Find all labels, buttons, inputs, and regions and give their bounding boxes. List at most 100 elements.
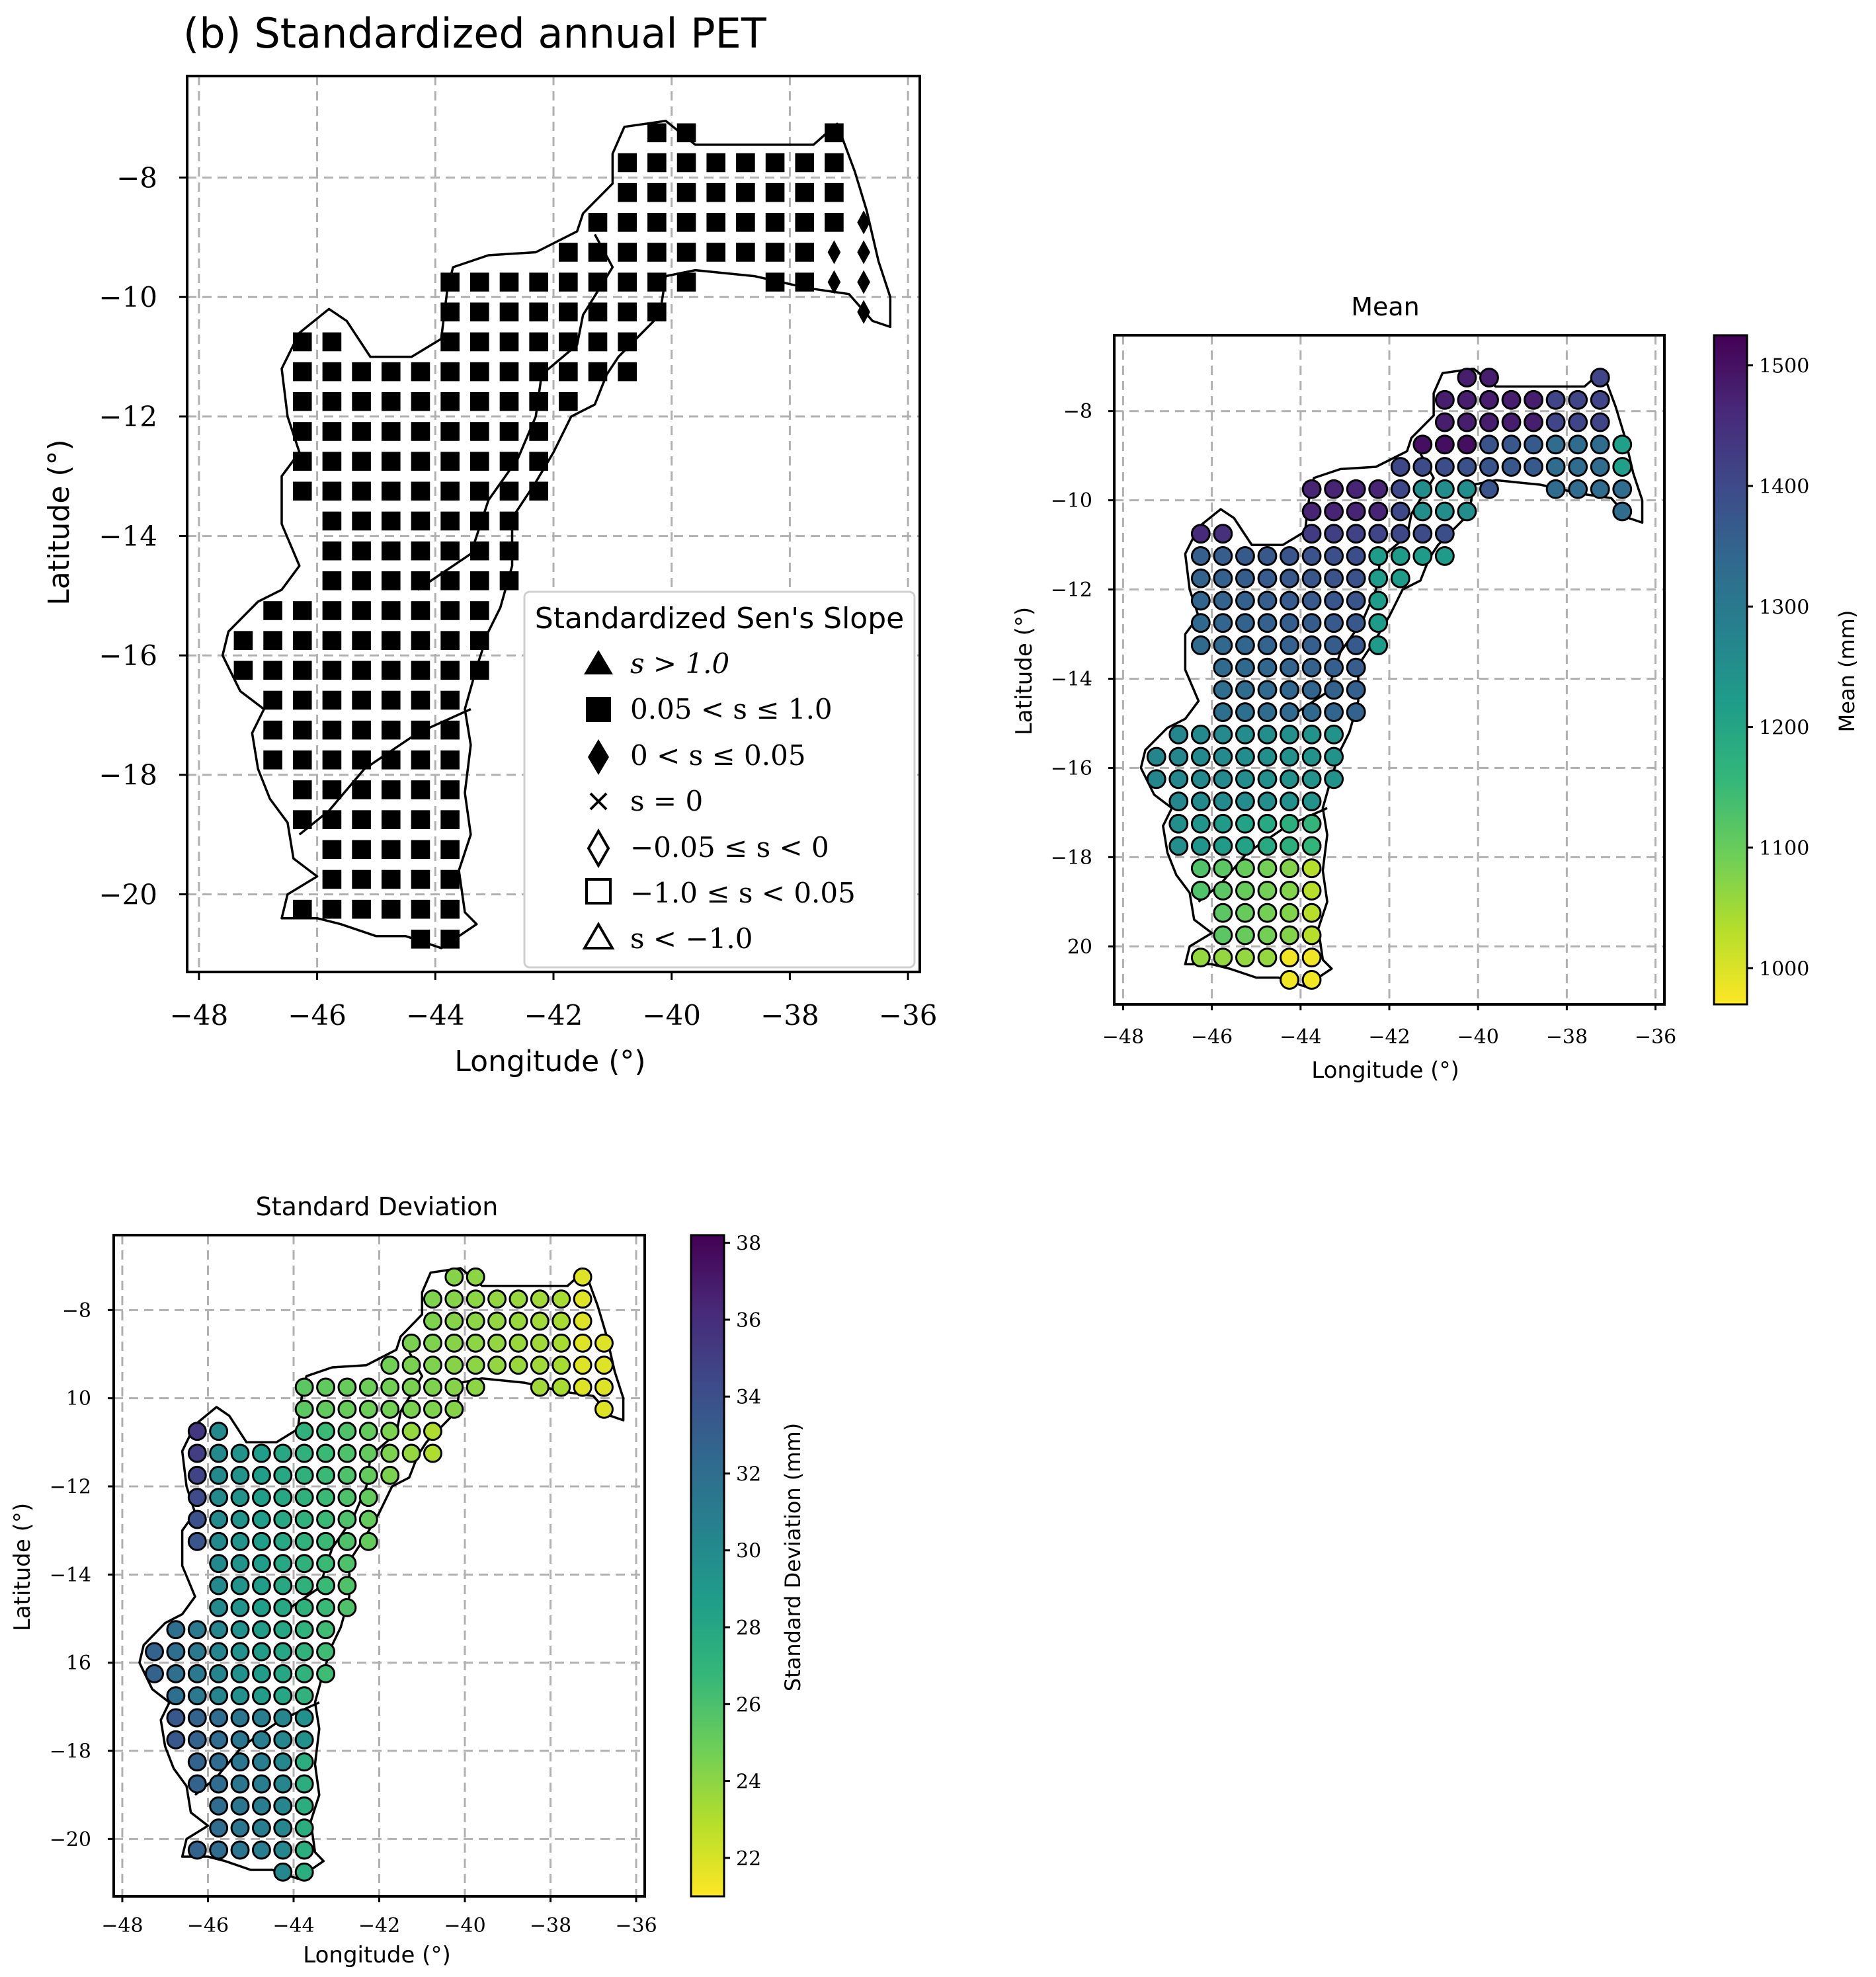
value-marker — [1346, 702, 1366, 723]
panel-std-colorbar-label: Standard Deviation (mm) — [780, 1423, 805, 1691]
value-marker — [273, 1796, 293, 1816]
square-filled-marker — [352, 631, 371, 650]
value-marker — [1213, 948, 1233, 968]
legend-entry-label: s > 1.0 — [630, 647, 729, 680]
value-marker — [1280, 635, 1299, 655]
value-marker — [166, 1708, 186, 1728]
square-filled-marker — [588, 272, 608, 292]
value-marker — [1280, 791, 1299, 811]
value-marker — [358, 1488, 378, 1508]
square-filled-marker — [381, 481, 401, 501]
panel-std-markers — [145, 1267, 614, 1882]
value-marker — [1524, 434, 1543, 455]
value-marker — [358, 1399, 378, 1419]
value-marker — [187, 1708, 207, 1728]
value-marker — [444, 1399, 464, 1419]
value-marker — [294, 1531, 314, 1551]
value-marker — [1479, 434, 1499, 455]
value-marker — [380, 1399, 400, 1419]
panel-mean: Mean −48 −46 −44 −42 −40 −38 −36 −8 −10 −12 −14 −1… — [1011, 292, 1859, 1084]
value-marker — [294, 1443, 314, 1463]
value-marker — [273, 1642, 293, 1662]
panel-std-x-ticks: −48 −46 −44 −42 −40 −38 −36 — [101, 1896, 657, 1937]
value-marker — [1590, 368, 1610, 388]
value-marker — [1301, 769, 1322, 789]
square-filled-marker — [322, 720, 342, 740]
square-filled-marker — [529, 481, 548, 501]
x-tick-label: −38 — [530, 1914, 571, 1937]
value-marker — [337, 1576, 357, 1595]
square-filled-marker — [559, 362, 578, 382]
legend-entry-label: −1.0 ≤ s < 0.05 — [630, 877, 856, 909]
value-marker — [273, 1443, 293, 1463]
value-marker — [594, 1333, 614, 1353]
value-marker — [1368, 568, 1389, 588]
value-marker — [1213, 524, 1233, 544]
square-filled-marker — [440, 869, 460, 889]
value-marker — [1280, 680, 1299, 700]
value-marker — [358, 1510, 378, 1529]
value-marker — [1368, 590, 1389, 611]
square-filled-marker — [322, 899, 342, 919]
panel-b-y-ticks: −8 −10 −12 −14 −16 −18 −20 — [99, 161, 187, 910]
value-marker — [1324, 590, 1344, 611]
value-marker — [1190, 524, 1211, 544]
legend-triangle-filled-icon — [584, 650, 613, 674]
colorbar-tick-label: 34 — [736, 1386, 761, 1409]
value-marker — [230, 1774, 250, 1794]
square-filled-marker — [559, 272, 578, 292]
value-marker — [1280, 769, 1299, 789]
square-filled-marker — [559, 392, 578, 411]
value-marker — [401, 1422, 421, 1441]
square-filled-marker — [352, 541, 371, 561]
panel-mean-markers — [1146, 368, 1633, 990]
square-filled-marker — [322, 511, 342, 531]
square-filled-marker — [499, 302, 519, 322]
square-filled-marker — [647, 213, 667, 232]
value-marker — [1235, 635, 1255, 655]
value-marker — [1301, 813, 1322, 834]
value-marker — [273, 1818, 293, 1838]
value-marker — [1168, 836, 1189, 856]
y-tick-label: 20 — [1067, 936, 1092, 959]
square-filled-marker — [499, 571, 519, 590]
square-filled-marker — [647, 123, 667, 143]
value-marker — [209, 1488, 229, 1508]
square-filled-marker — [352, 422, 371, 441]
diamond-filled-marker — [827, 270, 841, 294]
value-marker — [1213, 613, 1233, 633]
value-marker — [1434, 412, 1455, 432]
value-marker — [294, 1818, 314, 1838]
value-marker — [273, 1531, 293, 1551]
value-marker — [444, 1311, 464, 1331]
square-filled-marker — [411, 362, 430, 382]
square-filled-marker — [322, 840, 342, 860]
value-marker — [466, 1267, 485, 1287]
square-filled-marker — [352, 840, 371, 860]
y-tick-label: −10 — [1051, 489, 1092, 512]
value-marker — [1168, 791, 1189, 811]
value-marker — [466, 1311, 485, 1331]
square-filled-marker — [440, 452, 460, 471]
square-filled-marker — [765, 153, 785, 173]
square-filled-marker — [381, 571, 401, 590]
panel-mean-ylabel: Latitude (°) — [1011, 607, 1038, 735]
value-marker — [273, 1620, 293, 1640]
value-marker — [1257, 546, 1278, 566]
value-marker — [466, 1355, 485, 1375]
square-filled-marker — [381, 452, 401, 471]
square-filled-marker — [322, 452, 342, 471]
square-filled-marker — [529, 302, 548, 322]
value-marker — [1190, 858, 1211, 879]
square-filled-marker — [322, 780, 342, 799]
square-filled-marker — [292, 452, 312, 471]
value-marker — [209, 1840, 229, 1860]
value-marker — [209, 1686, 229, 1706]
square-filled-marker — [559, 332, 578, 352]
value-marker — [316, 1576, 336, 1595]
value-marker — [1301, 791, 1322, 811]
value-marker — [423, 1377, 442, 1397]
legend-title: Standardized Sen's Slope — [535, 602, 904, 635]
legend-entry-label: −0.05 ≤ s < 0 — [630, 831, 829, 864]
value-marker — [1324, 613, 1344, 633]
